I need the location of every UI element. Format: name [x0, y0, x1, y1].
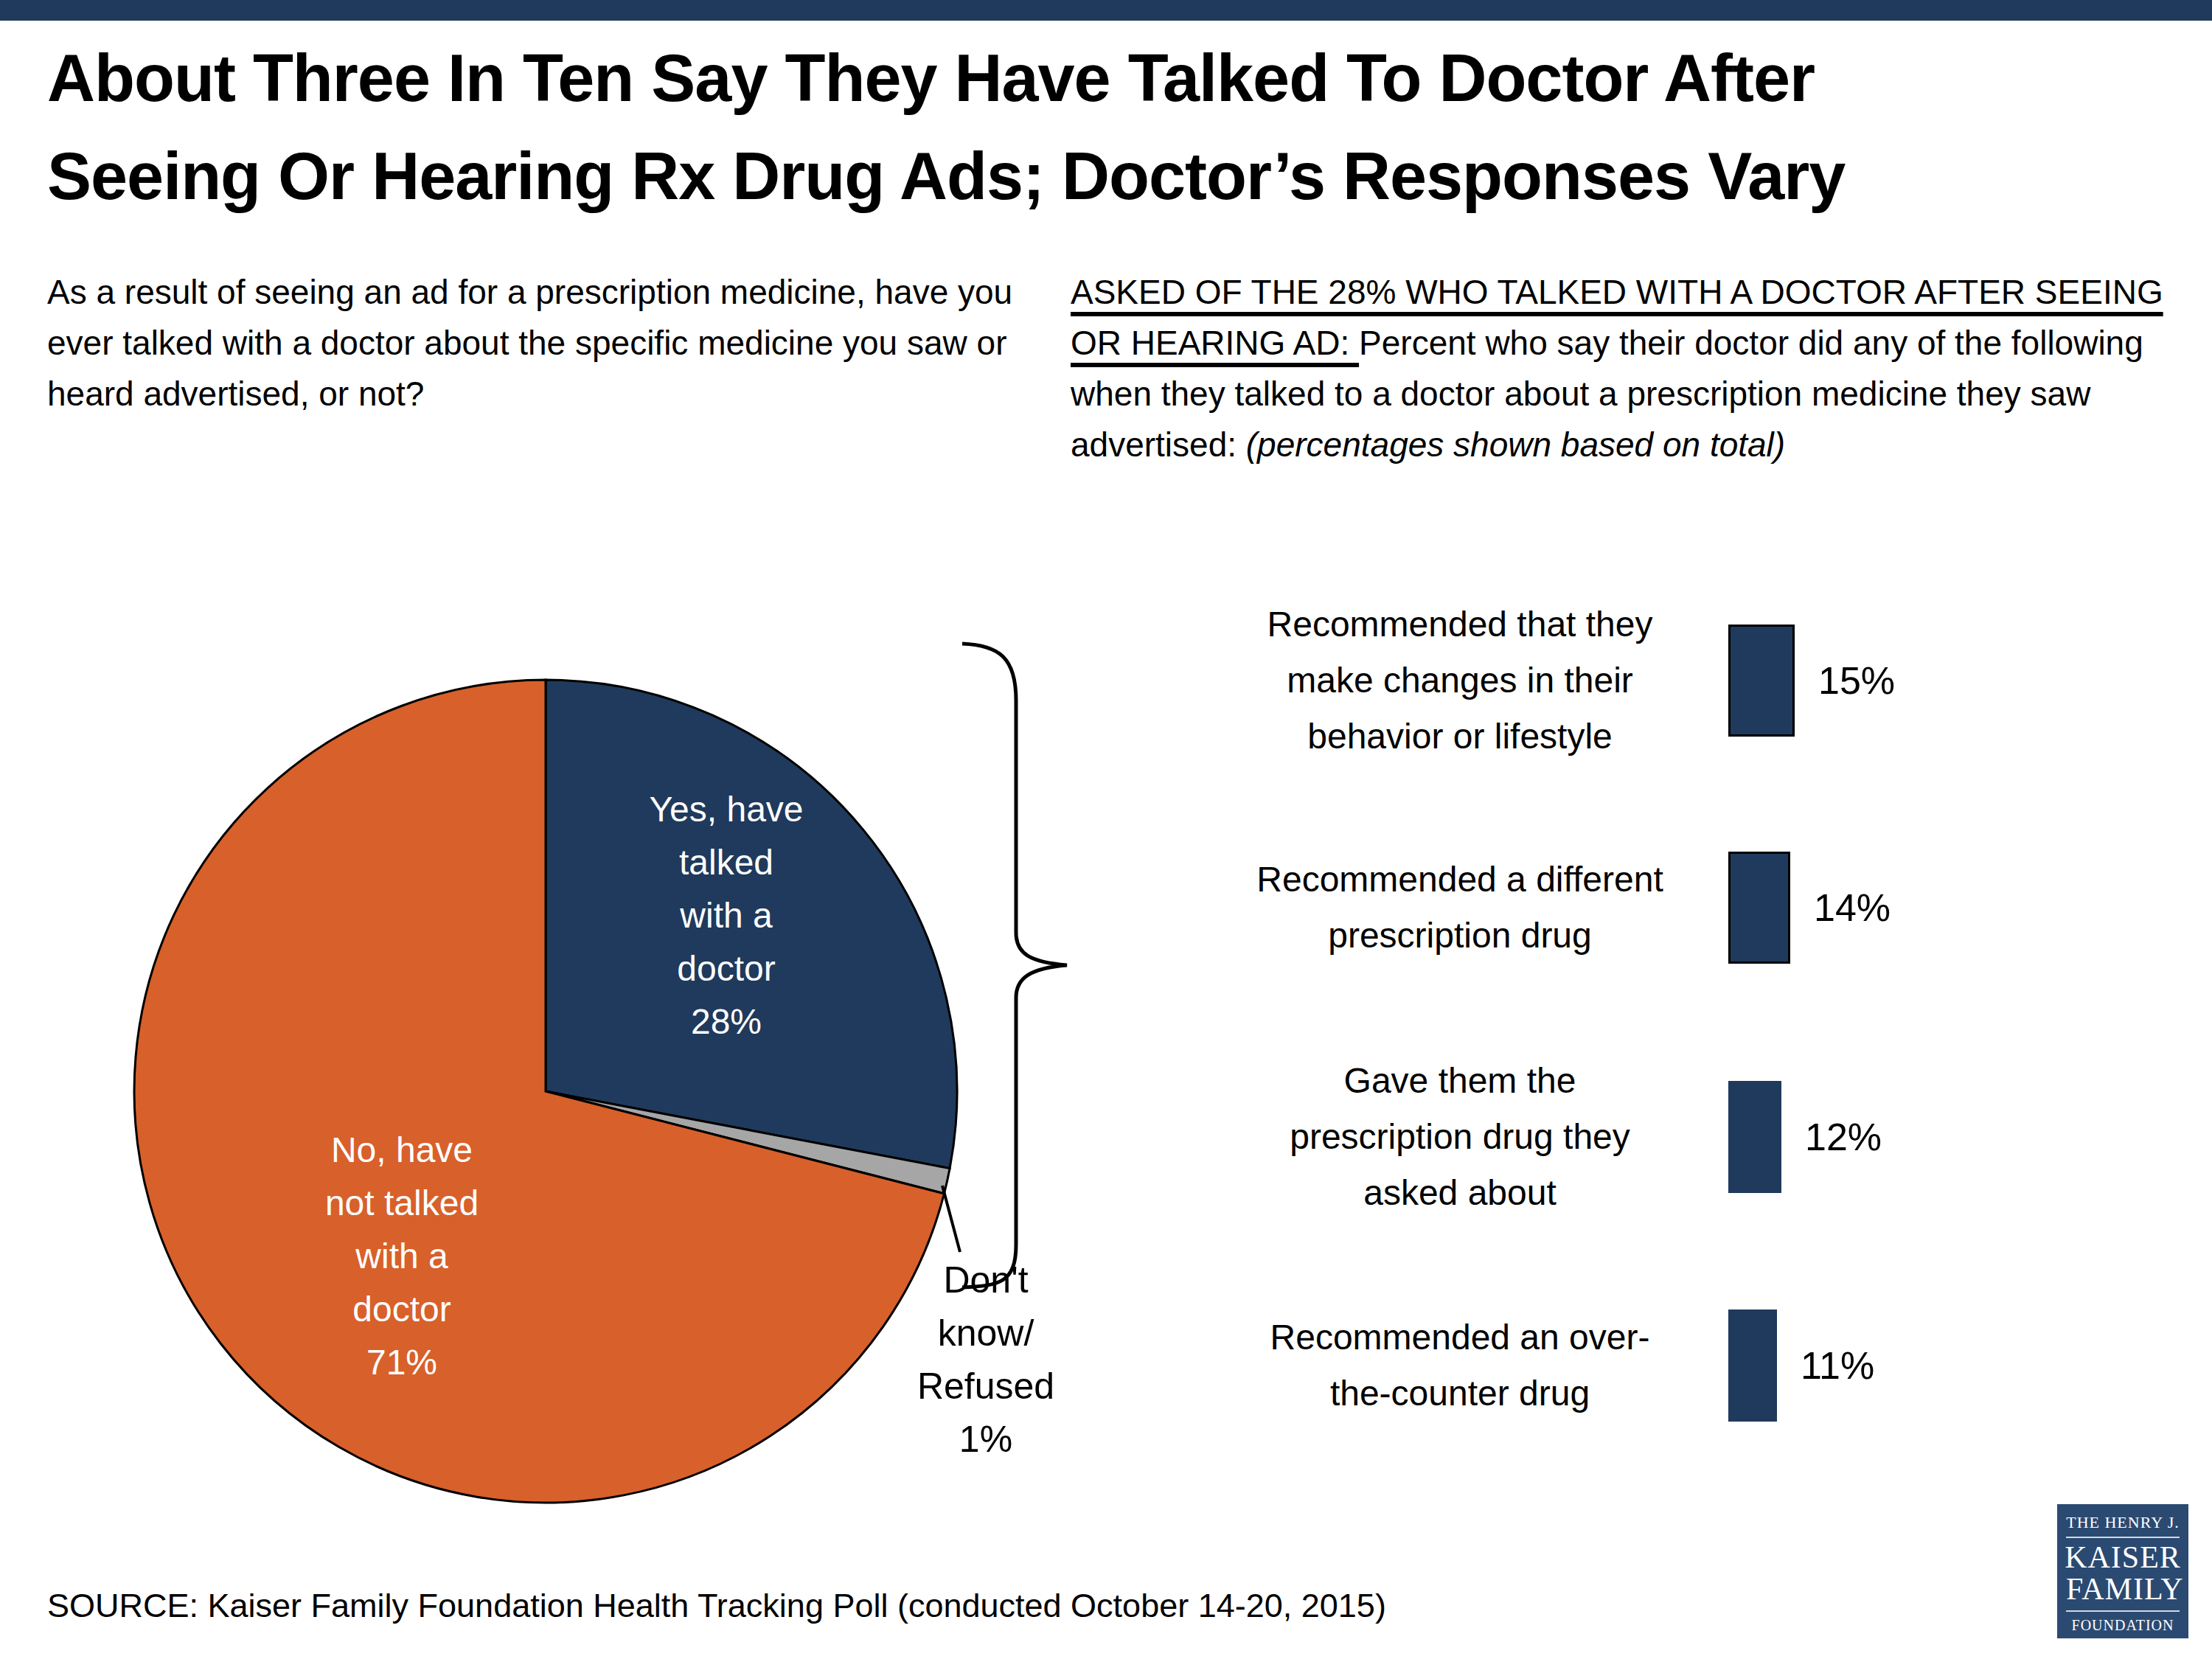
question-left: As a result of seeing an ad for a prescr…: [47, 267, 1028, 420]
curly-brace-icon: [962, 644, 1067, 1287]
bar-row: Recommended that they make changes in th…: [1217, 568, 2146, 793]
bar-segment: [1728, 1081, 1781, 1193]
bar-category-label: Recommended an over- the-counter drug: [1217, 1310, 1703, 1422]
bar-row: Recommended an over- the-counter drug 11…: [1217, 1253, 2146, 1478]
kff-logo-line4: FOUNDATION: [2063, 1612, 2183, 1634]
kff-logo: THE HENRY J. KAISER FAMILY FOUNDATION: [2057, 1504, 2188, 1638]
question-right-italic: (percentages shown based on total): [1246, 425, 1785, 464]
slide: About Three In Ten Say They Have Talked …: [0, 0, 2212, 1659]
dontknow-callout-line: [942, 1186, 960, 1252]
bar-category-label: Gave them the prescription drug they ask…: [1217, 1053, 1703, 1220]
bar-value-label: 14%: [1814, 886, 1891, 930]
bar-value-label: 11%: [1801, 1343, 1874, 1388]
bar-value-label: 12%: [1805, 1115, 1882, 1159]
bar-category-label: Recommended that they make changes in th…: [1217, 597, 1703, 764]
bar-value-label: 15%: [1818, 658, 1895, 703]
pie-chart: [118, 664, 973, 1519]
kff-logo-line3: FAMILY: [2066, 1573, 2180, 1612]
question-right: ASKED OF THE 28% WHO TALKED WITH A DOCTO…: [1071, 267, 2173, 470]
pie-slice-label-yes: Yes, have talked with a doctor 28%: [616, 783, 837, 1048]
page-title: About Three In Ten Say They Have Talked …: [47, 29, 2178, 226]
bar-segment: [1728, 1310, 1777, 1422]
pie-slice-label-no: No, have not talked with a doctor 71%: [288, 1124, 516, 1389]
brace-and-callout: [848, 627, 1113, 1327]
bar-row: Recommended a different prescription dru…: [1217, 796, 2146, 1020]
bar-segment: [1728, 852, 1790, 964]
kff-logo-line2: KAISER: [2063, 1541, 2183, 1573]
source-note: SOURCE: Kaiser Family Foundation Health …: [47, 1587, 1386, 1625]
bar-row: Gave them the prescription drug they ask…: [1217, 1025, 2146, 1249]
top-accent-bar: [0, 0, 2212, 21]
bar-category-label: Recommended a different prescription dru…: [1217, 852, 1703, 964]
kff-logo-line1: THE HENRY J.: [2066, 1513, 2180, 1538]
bar-segment: [1728, 625, 1795, 737]
